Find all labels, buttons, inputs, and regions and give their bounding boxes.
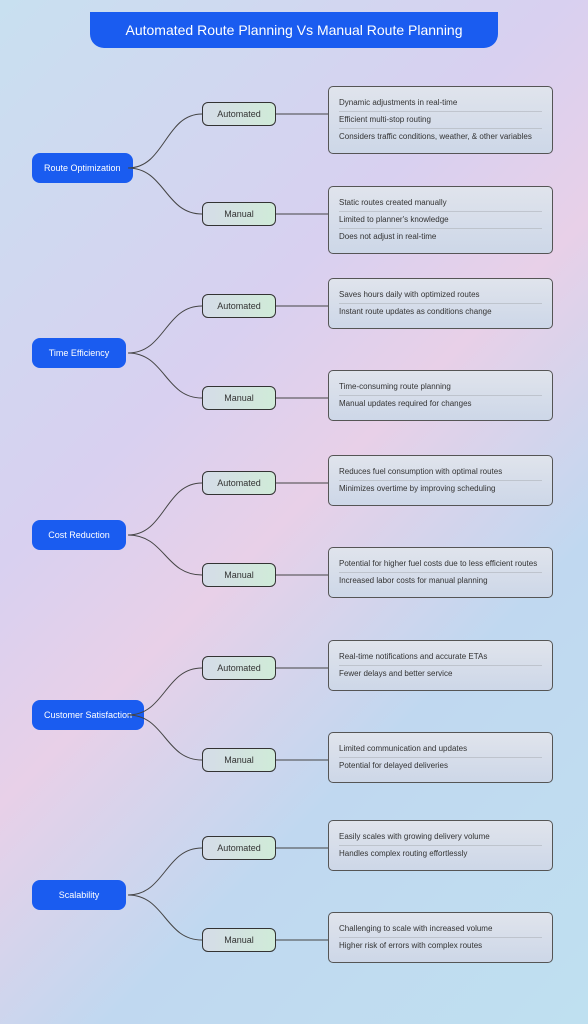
section-time_efficiency: Time Efficiency Automated Saves hours dail…	[32, 278, 568, 428]
detail-item: Handles complex routing effortlessly	[339, 846, 542, 862]
type-manual: Manual	[202, 202, 276, 226]
category-scalability: Scalability	[32, 880, 126, 910]
detail-item: Dynamic adjustments in real-time	[339, 95, 542, 112]
type-label-manual: Manual	[202, 386, 276, 410]
detail-item: Minimizes overtime by improving scheduli…	[339, 481, 542, 497]
category-customer_satisfaction: Customer Satisfaction	[32, 700, 144, 730]
detail-item: Time-consuming route planning	[339, 379, 542, 396]
details-manual: Limited communication and updatesPotenti…	[328, 732, 553, 783]
type-automated: Automated	[202, 836, 276, 860]
detail-item: Reduces fuel consumption with optimal ro…	[339, 464, 542, 481]
details-manual: Static routes created manuallyLimited to…	[328, 186, 553, 254]
details-automated: Easily scales with growing delivery volu…	[328, 820, 553, 871]
type-label-manual: Manual	[202, 928, 276, 952]
details-manual: Time-consuming route planningManual upda…	[328, 370, 553, 421]
detail-item: Challenging to scale with increased volu…	[339, 921, 542, 938]
type-manual: Manual	[202, 563, 276, 587]
details-manual: Challenging to scale with increased volu…	[328, 912, 553, 963]
detail-item: Higher risk of errors with complex route…	[339, 938, 542, 954]
detail-item: Fewer delays and better service	[339, 666, 542, 682]
detail-item: Does not adjust in real-time	[339, 229, 542, 245]
type-automated: Automated	[202, 102, 276, 126]
detail-item: Considers traffic conditions, weather, &…	[339, 129, 542, 145]
detail-item: Real-time notifications and accurate ETA…	[339, 649, 542, 666]
page-title: Automated Route Planning Vs Manual Route…	[90, 12, 498, 48]
type-label-manual: Manual	[202, 748, 276, 772]
type-manual: Manual	[202, 748, 276, 772]
section-customer_satisfaction: Customer Satisfaction Automated Real-time …	[32, 640, 568, 790]
detail-item: Static routes created manually	[339, 195, 542, 212]
category-route_optimization: Route Optimization	[32, 153, 133, 183]
type-automated: Automated	[202, 294, 276, 318]
section-route_optimization: Route Optimization Automated Dynamic adjus…	[32, 86, 568, 250]
type-label-automated: Automated	[202, 102, 276, 126]
type-label-automated: Automated	[202, 294, 276, 318]
detail-item: Efficient multi-stop routing	[339, 112, 542, 129]
detail-item: Potential for delayed deliveries	[339, 758, 542, 774]
detail-item: Limited to planner's knowledge	[339, 212, 542, 229]
category-cost_reduction: Cost Reduction	[32, 520, 126, 550]
detail-item: Instant route updates as conditions chan…	[339, 304, 542, 320]
type-label-manual: Manual	[202, 563, 276, 587]
type-label-automated: Automated	[202, 836, 276, 860]
detail-item: Increased labor costs for manual plannin…	[339, 573, 542, 589]
section-scalability: Scalability Automated Easily scales with g…	[32, 820, 568, 970]
section-cost_reduction: Cost Reduction Automated Reduces fuel cons…	[32, 455, 568, 615]
details-automated: Real-time notifications and accurate ETA…	[328, 640, 553, 691]
details-automated: Reduces fuel consumption with optimal ro…	[328, 455, 553, 506]
type-automated: Automated	[202, 656, 276, 680]
category-time_efficiency: Time Efficiency	[32, 338, 126, 368]
detail-item: Manual updates required for changes	[339, 396, 542, 412]
type-manual: Manual	[202, 928, 276, 952]
type-automated: Automated	[202, 471, 276, 495]
details-automated: Saves hours daily with optimized routesI…	[328, 278, 553, 329]
details-automated: Dynamic adjustments in real-timeEfficien…	[328, 86, 553, 154]
detail-item: Easily scales with growing delivery volu…	[339, 829, 542, 846]
detail-item: Saves hours daily with optimized routes	[339, 287, 542, 304]
type-label-automated: Automated	[202, 471, 276, 495]
type-label-automated: Automated	[202, 656, 276, 680]
detail-item: Potential for higher fuel costs due to l…	[339, 556, 542, 573]
details-manual: Potential for higher fuel costs due to l…	[328, 547, 553, 598]
type-manual: Manual	[202, 386, 276, 410]
detail-item: Limited communication and updates	[339, 741, 542, 758]
type-label-manual: Manual	[202, 202, 276, 226]
